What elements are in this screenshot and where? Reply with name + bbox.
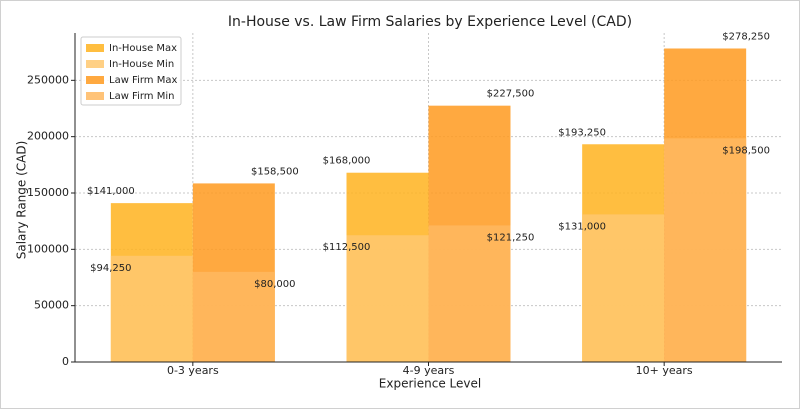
x-tick-label: 0-3 years [167,364,219,377]
legend-swatch [86,44,104,52]
legend-box [80,36,182,106]
legend-swatch [86,76,104,84]
value-label: $94,250 [90,263,131,274]
bar [582,214,665,362]
chart-title: In-House vs. Law Firm Salaries by Experi… [228,14,632,30]
legend-swatch [86,60,104,68]
value-label: $131,000 [558,221,606,232]
value-label: $80,000 [254,279,295,290]
legend-label: In-House Min [109,59,174,70]
legend: In-House Max In-House Min Law Firm Max Law … [80,36,182,106]
y-tick-label: 200000 [27,130,69,143]
bar [664,138,747,362]
value-label: $168,000 [323,156,371,167]
x-tick-label: 10+ years [636,364,693,377]
value-label: $198,500 [722,145,770,156]
legend-label: In-House Max [109,43,177,54]
y-tick-label: 100000 [27,242,69,255]
y-tick-label: 50000 [34,299,69,312]
y-tick-label: 250000 [27,73,69,86]
value-label: $227,500 [487,89,535,100]
bar [110,255,193,362]
bar [192,271,275,362]
value-label: $112,500 [323,242,371,253]
y-axis-label: Salary Range (CAD) [15,141,29,260]
value-label: $141,000 [87,186,135,197]
value-label: $278,250 [722,31,770,42]
bar [346,235,429,362]
y-tick-label: 0 [62,355,69,368]
legend-swatch [86,92,104,100]
value-label: $121,250 [487,232,535,243]
x-axis-label: Experience Level [379,377,481,391]
y-tick-label: 150000 [27,186,69,199]
value-label: $193,250 [558,127,606,138]
value-label: $158,500 [251,166,299,177]
x-tick-label: 4-9 years [403,364,455,377]
legend-label: Law Firm Min [109,91,174,102]
legend-label: Law Firm Max [109,75,177,86]
bar [428,225,511,362]
